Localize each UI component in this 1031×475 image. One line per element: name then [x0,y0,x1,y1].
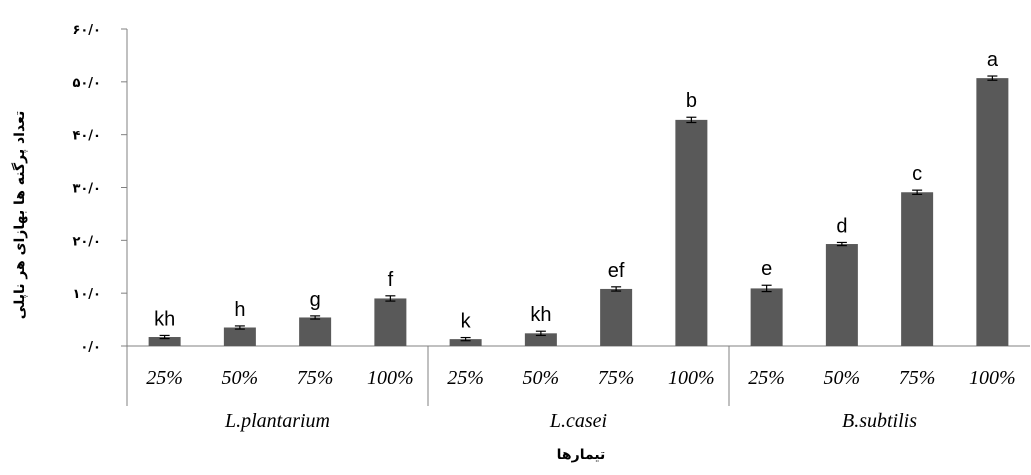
category-label: 75% [297,367,334,389]
bar [675,119,708,346]
axes-layer [121,28,1030,406]
labels-layer: ۰/۰ ۱۰/۰ ۲۰/۰ ۳۰/۰ ۴۰/۰ ۵۰/۰ ۶۰/۰ L.plantarium k… [72,23,1015,432]
significance-letter: e [761,258,772,280]
y-tick-label: ۰/۰ [80,340,101,355]
group-label: L.casei [549,410,607,432]
y-tick-label: ۶۰/۰ [72,23,101,38]
significance-letter: kh [530,304,551,326]
category-label: 50% [222,367,259,389]
y-tick-label: ۵۰/۰ [72,76,101,91]
category-label: 25% [748,367,785,389]
group-label: L.plantarium [224,410,330,432]
category-label: 100% [969,367,1016,389]
category-label: 100% [367,367,414,389]
significance-letter: a [987,49,999,71]
significance-letter: g [310,289,321,311]
y-tick-label: ۴۰/۰ [72,129,101,144]
significance-letter: b [686,90,697,112]
bar [449,339,482,346]
bar [524,333,557,346]
category-label: 75% [598,367,635,389]
y-tick-label: ۳۰/۰ [72,182,101,197]
significance-letter: c [912,163,922,185]
bars-layer [148,75,1009,346]
category-label: 25% [146,367,183,389]
bar [148,337,181,346]
significance-letter: kh [154,308,175,330]
category-label: 50% [824,367,861,389]
bar [825,244,858,346]
bar [223,327,256,346]
bar [600,288,633,346]
category-label: 50% [523,367,560,389]
category-label: 25% [447,367,484,389]
category-label: 75% [899,367,936,389]
group-label: B.subtilis [842,410,917,432]
significance-letter: k [461,311,472,333]
category-label: 100% [668,367,715,389]
significance-letter: ef [608,260,625,282]
bar [901,192,934,346]
significance-letter: d [836,215,847,237]
significance-letter: f [388,269,394,291]
x-axis-title: تیمارها [557,447,606,463]
bar [374,298,407,346]
y-tick-label: ۱۰/۰ [72,287,101,302]
bar [750,288,783,346]
significance-letter: h [234,299,245,321]
bar [976,78,1009,346]
y-axis-title: تعداد پرگنه ها بهازای هر ناپلی [11,111,28,319]
y-tick-label: ۲۰/۰ [72,234,101,249]
bar [299,317,332,346]
